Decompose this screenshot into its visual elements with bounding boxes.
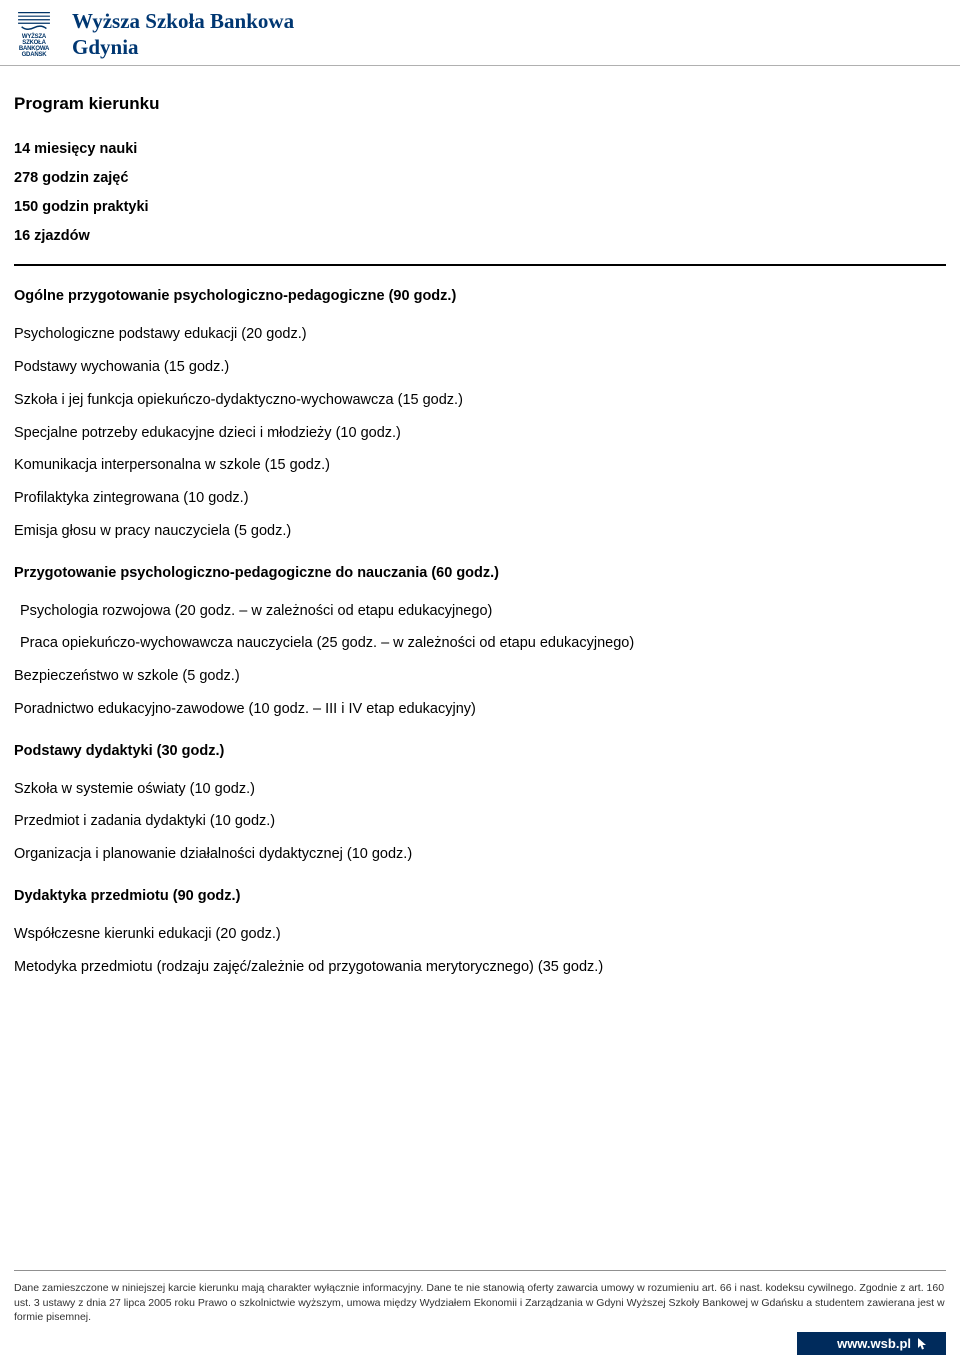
- logo-lines-icon: [14, 10, 54, 33]
- curriculum-item: Psychologia rozwojowa (20 godz. – w zale…: [14, 601, 946, 623]
- curriculum-item: Podstawy wychowania (15 godz.): [14, 357, 946, 379]
- curriculum-item: Emisja głosu w pracy nauczyciela (5 godz…: [14, 521, 946, 543]
- curriculum-item: Psychologiczne podstawy edukacji (20 god…: [14, 324, 946, 346]
- curriculum-item: Poradnictwo edukacyjno-zawodowe (10 godz…: [14, 699, 946, 721]
- header-title-line2: Gdynia: [72, 35, 139, 59]
- summary-line: 278 godzin zajęć: [14, 167, 946, 190]
- logo-caption-1: WYŻSZA SZKOŁA: [22, 34, 46, 46]
- logo-caption: WYŻSZA SZKOŁA BANKOWA GDAŃSK: [10, 34, 58, 58]
- footer-divider: [14, 1270, 946, 1271]
- curriculum-item: Metodyka przedmiotu (rodzaju zajęć/zależ…: [14, 957, 946, 979]
- summary-line: 16 zjazdów: [14, 225, 946, 248]
- curriculum-item: Komunikacja interpersonalna w szkole (15…: [14, 455, 946, 477]
- page-title: Program kierunku: [14, 94, 946, 114]
- school-logo: WYŻSZA SZKOŁA BANKOWA GDAŃSK: [10, 10, 58, 58]
- section-title: Podstawy dydaktyki (30 godz.): [14, 743, 946, 759]
- curriculum-item: Profilaktyka zintegrowana (10 godz.): [14, 488, 946, 510]
- curriculum-item: Organizacja i planowanie działalności dy…: [14, 844, 946, 866]
- section-title: Dydaktyka przedmiotu (90 godz.): [14, 888, 946, 904]
- page-header: WYŻSZA SZKOŁA BANKOWA GDAŃSK Wyższa Szko…: [0, 0, 960, 66]
- section-title: Przygotowanie psychologiczno-pedagogiczn…: [14, 565, 946, 581]
- header-title-line1: Wyższa Szkoła Bankowa: [72, 9, 294, 33]
- divider-thick: [14, 264, 946, 266]
- document-body: Program kierunku 14 miesięcy nauki 278 go…: [0, 66, 960, 979]
- curriculum-item: Szkoła i jej funkcja opiekuńczo-dydaktyc…: [14, 390, 946, 412]
- footer-url: www.wsb.pl: [797, 1332, 946, 1355]
- page-footer: Dane zamieszczone w niniejszej karcie ki…: [0, 1270, 960, 1361]
- curriculum-item: Szkoła w systemie oświaty (10 godz.): [14, 779, 946, 801]
- curriculum-item: Specjalne potrzeby edukacyjne dzieci i m…: [14, 423, 946, 445]
- summary-line: 150 godzin praktyki: [14, 196, 946, 219]
- section-title: Ogólne przygotowanie psychologiczno-peda…: [14, 288, 946, 304]
- header-title: Wyższa Szkoła Bankowa Gdynia: [72, 8, 294, 61]
- logo-caption-3: GDAŃSK: [22, 52, 47, 58]
- curriculum-item: Praca opiekuńczo-wychowawcza nauczyciela…: [14, 633, 946, 655]
- curriculum-item: Bezpieczeństwo w szkole (5 godz.): [14, 666, 946, 688]
- curriculum-sections: Ogólne przygotowanie psychologiczno-peda…: [14, 288, 946, 978]
- footer-url-bar: www.wsb.pl: [14, 1332, 946, 1355]
- footer-url-text: www.wsb.pl: [837, 1336, 911, 1351]
- footer-disclaimer: Dane zamieszczone w niniejszej karcie ki…: [14, 1281, 946, 1324]
- curriculum-item: Przedmiot i zadania dydaktyki (10 godz.): [14, 811, 946, 833]
- cursor-icon: [917, 1337, 928, 1351]
- summary-line: 14 miesięcy nauki: [14, 138, 946, 161]
- curriculum-item: Współczesne kierunki edukacji (20 godz.): [14, 924, 946, 946]
- program-summary: 14 miesięcy nauki 278 godzin zajęć 150 god…: [14, 138, 946, 249]
